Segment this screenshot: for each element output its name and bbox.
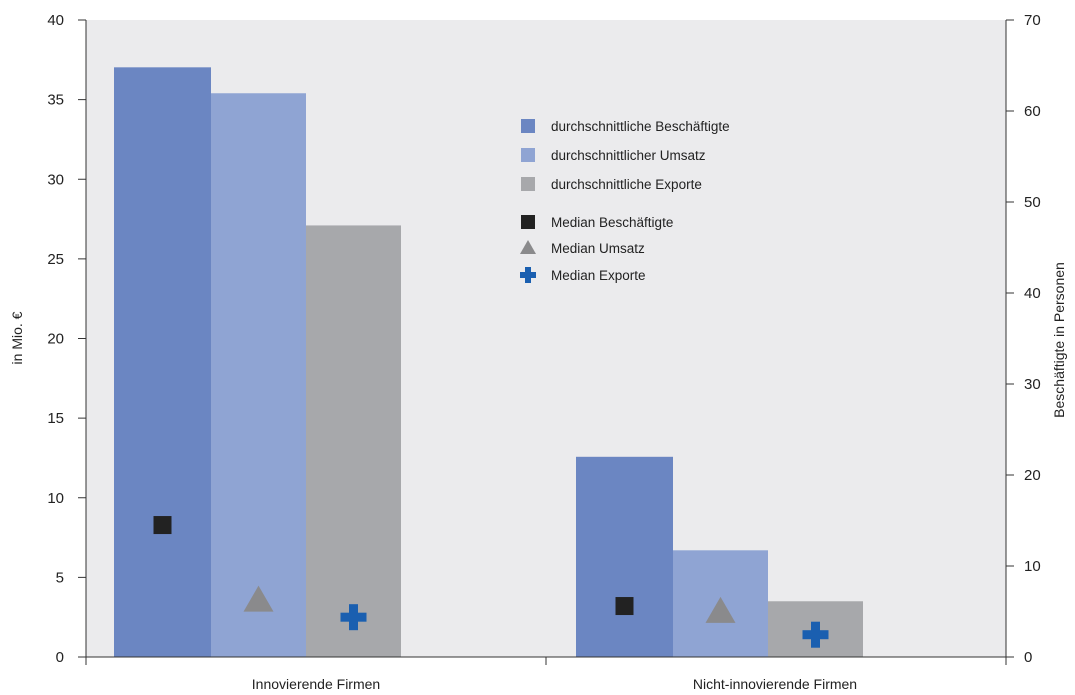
x-category-label: Innovierende Firmen <box>252 676 380 692</box>
legend-marker-square <box>521 215 535 229</box>
legend-marker-triangle <box>520 240 536 254</box>
y-tick-label: 10 <box>47 490 64 507</box>
y-tick-label: 5 <box>56 569 64 586</box>
legend-triangle-icon <box>520 240 536 254</box>
legend-marker-plus <box>520 267 536 283</box>
y-tick-label: 35 <box>47 92 64 109</box>
y-tick-label: 30 <box>47 171 64 188</box>
y-tick-label: 15 <box>47 410 64 427</box>
y-tick-label: 0 <box>56 649 64 666</box>
y2-tick-label: 30 <box>1024 376 1041 393</box>
legend-label: durchschnittliche Beschäftigte <box>551 119 730 134</box>
y2-tick-label: 60 <box>1024 103 1041 120</box>
legend-label: Median Exporte <box>551 268 646 283</box>
bar-innovierende-0 <box>114 67 211 657</box>
x-category-label: Nicht-innovierende Firmen <box>693 676 857 692</box>
y2-tick-label: 50 <box>1024 194 1041 211</box>
median-markers <box>153 516 829 648</box>
marker-square-0 <box>153 516 172 535</box>
y2-tick-label: 0 <box>1024 649 1032 666</box>
marker-triangle-0 <box>243 585 274 612</box>
y-axis-label: in Mio. € <box>9 311 25 364</box>
axes: 0 5 10 15 20 25 30 35 40 0 10 20 30 40 50 60 70 Innoviere… <box>47 12 1040 692</box>
marker-triangle-1 <box>705 596 736 623</box>
legend-square-icon <box>521 215 535 229</box>
bar-nicht-innovierende-0 <box>576 456 673 657</box>
y-tick-label: 20 <box>47 331 64 348</box>
legend-label: Median Beschäftigte <box>551 215 673 230</box>
y2-axis-label: Beschäftigte in Personen <box>1051 262 1067 418</box>
legend-plus-v <box>525 267 531 283</box>
marker-plus-0 <box>340 604 367 631</box>
legend-swatch-0 <box>521 119 535 133</box>
y2-tick-label: 10 <box>1024 558 1041 575</box>
y2-tick-label: 70 <box>1024 12 1041 29</box>
y2-tick-label: 20 <box>1024 467 1041 484</box>
marker-plus-1-v <box>811 621 820 648</box>
legend-swatch-2 <box>521 177 535 191</box>
legend-label: durchschnittlicher Umsatz <box>551 148 706 163</box>
legend: durchschnittliche Beschäftigte durchschni… <box>520 119 730 283</box>
legend-swatch-1 <box>521 148 535 162</box>
marker-plus-0-v <box>349 604 358 631</box>
bar-innovierende-2 <box>306 225 401 657</box>
y-tick-label: 25 <box>47 251 64 268</box>
marker-square-1 <box>615 597 634 616</box>
legend-label: durchschnittliche Exporte <box>551 177 702 192</box>
marker-plus-1 <box>802 621 829 648</box>
bar-innovierende-1 <box>211 93 306 657</box>
legend-label: Median Umsatz <box>551 241 645 256</box>
y-tick-label: 40 <box>47 12 64 29</box>
y2-tick-label: 40 <box>1024 285 1041 302</box>
bars <box>114 67 863 657</box>
